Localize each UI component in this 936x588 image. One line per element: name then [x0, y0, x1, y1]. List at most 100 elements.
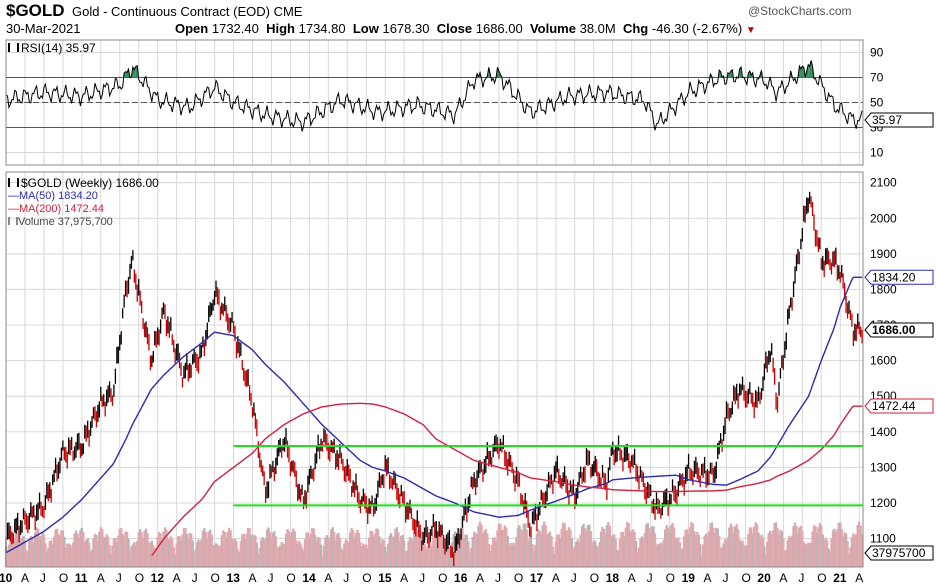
- volume-bar: [404, 550, 407, 567]
- volume-bar: [757, 532, 760, 567]
- volume-bar: [516, 527, 520, 567]
- x-tick-label: 21: [833, 571, 847, 585]
- volume-bar: [486, 533, 489, 567]
- volume-bar: [538, 530, 542, 567]
- volume-bar: [171, 538, 174, 567]
- volume-bar: [201, 530, 205, 567]
- volume-bar: [576, 539, 579, 567]
- volume-bar: [402, 540, 406, 567]
- volume-bar: [725, 540, 728, 567]
- x-tick-label: O: [590, 571, 599, 585]
- volume-bar: [222, 530, 225, 567]
- x-tick-label: A: [97, 571, 105, 585]
- volume-bar: [115, 542, 119, 567]
- volume-bar: [575, 541, 578, 567]
- volume-bar: [260, 539, 263, 567]
- volume-bar: [187, 537, 190, 567]
- volume-bar: [567, 527, 571, 567]
- volume-bar: [806, 542, 810, 567]
- volume-bar: [391, 536, 394, 567]
- rsi-overbought-fill: [808, 64, 810, 78]
- volume-current-tag-box: [864, 545, 934, 561]
- volume-legend: Volume 37,975,700: [8, 216, 159, 229]
- volume-bar: [235, 541, 238, 567]
- volume-bar: [544, 525, 547, 567]
- volume-bar: [262, 540, 266, 567]
- volume-bar: [507, 545, 511, 567]
- volume-bar: [643, 532, 647, 567]
- volume-bar: [639, 538, 642, 567]
- volume-bar: [503, 525, 506, 567]
- volume-bar: [152, 544, 155, 567]
- volume-bar: [499, 523, 502, 567]
- volume-bar: [7, 544, 11, 567]
- volume-bar: [204, 532, 208, 567]
- volume-bar: [71, 542, 75, 567]
- volume-bar: [48, 541, 51, 567]
- volume-bar: [120, 528, 123, 567]
- volume-bar: [232, 541, 235, 567]
- support-resistance-lines: [233, 445, 863, 507]
- x-tick-label: J: [495, 571, 501, 585]
- volume-bar: [68, 544, 72, 567]
- volume-bar: [293, 531, 296, 567]
- volume-bar: [611, 535, 614, 567]
- volume-bar: [780, 530, 784, 567]
- volume-bar: [599, 531, 603, 567]
- volume-bar: [645, 524, 648, 567]
- volume-bar: [694, 534, 698, 567]
- volume-bar: [839, 522, 842, 567]
- volume-bar: [557, 534, 560, 567]
- volume-bar: [54, 529, 57, 567]
- volume-bar: [502, 529, 505, 567]
- volume-bar: [735, 524, 738, 567]
- volume-bar: [856, 524, 859, 567]
- rsi-overbought-fill: [730, 69, 733, 78]
- volume-bar: [636, 552, 639, 567]
- volume-bar: [825, 540, 829, 567]
- volume-bar: [108, 545, 111, 567]
- x-tick-label: J: [798, 571, 804, 585]
- volume-bar: [184, 527, 187, 567]
- volume-bar: [366, 548, 369, 567]
- rsi-current-tag-box: [864, 112, 934, 128]
- x-tick-label: A: [628, 571, 636, 585]
- volume-bar: [147, 543, 151, 567]
- volume-bar: [106, 536, 110, 567]
- close-value: 1686.00: [475, 21, 523, 36]
- volume-bar: [579, 534, 582, 567]
- volume-bar: [435, 529, 438, 567]
- volume-bar: [60, 530, 63, 567]
- volume-bar: [289, 537, 292, 567]
- volume-bar: [103, 537, 107, 567]
- volume-bar: [379, 543, 383, 567]
- volume-bar: [446, 542, 450, 567]
- rsi-overbought-fill: [497, 67, 499, 78]
- volume-bar: [477, 525, 480, 567]
- volume-bar: [386, 543, 390, 567]
- volume-bar: [827, 548, 830, 567]
- description-text: Gold - Continuous Contract (EOD): [72, 4, 270, 19]
- volume-bar: [608, 526, 612, 567]
- volume-bar: [150, 540, 154, 567]
- volume-bar: [583, 528, 587, 567]
- volume-bar: [716, 528, 719, 567]
- volume-bar: [696, 531, 699, 567]
- volume-bar: [817, 527, 820, 567]
- rsi-tick-label: 10: [870, 146, 884, 160]
- volume-bar: [556, 534, 559, 567]
- volume-bar: [828, 551, 832, 567]
- ma50-legend-text: MA(50) 1834.20: [19, 190, 98, 202]
- volume-bar: [548, 531, 552, 567]
- volume-bar: [722, 543, 725, 567]
- volume-bar: [258, 548, 261, 567]
- volume-bar: [25, 550, 28, 567]
- volume-bar: [265, 529, 269, 567]
- volume-bar: [808, 542, 811, 567]
- volume-bar: [815, 532, 819, 567]
- volume-bar: [668, 533, 671, 567]
- volume-bar: [818, 523, 822, 567]
- volume-bar: [286, 529, 289, 567]
- price-legend: $GOLD (Weekly) 1686.00 —MA(50) 1834.20 —…: [8, 177, 159, 229]
- volume-bar: [325, 535, 329, 567]
